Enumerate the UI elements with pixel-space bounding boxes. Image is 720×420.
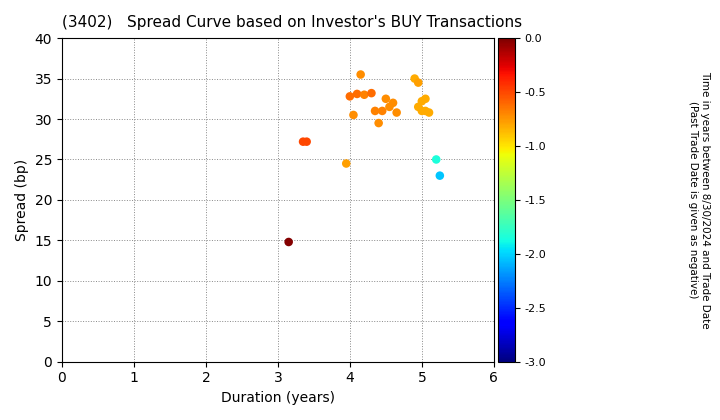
Point bbox=[348, 112, 359, 118]
Point bbox=[351, 91, 363, 97]
Point bbox=[366, 90, 377, 97]
Point bbox=[413, 103, 424, 110]
Point bbox=[341, 160, 352, 167]
Point bbox=[359, 92, 370, 98]
X-axis label: Duration (years): Duration (years) bbox=[221, 391, 335, 405]
Point bbox=[377, 108, 388, 114]
Y-axis label: Time in years between 8/30/2024 and Trade Date
(Past Trade Date is given as nega: Time in years between 8/30/2024 and Trad… bbox=[688, 71, 710, 329]
Point bbox=[416, 98, 428, 105]
Point bbox=[297, 138, 309, 145]
Point bbox=[369, 108, 381, 114]
Point bbox=[344, 93, 356, 100]
Point bbox=[380, 95, 392, 102]
Point bbox=[416, 108, 428, 114]
Point bbox=[283, 239, 294, 245]
Y-axis label: Spread (bp): Spread (bp) bbox=[15, 159, 29, 241]
Point bbox=[409, 75, 420, 82]
Point bbox=[423, 109, 435, 116]
Point bbox=[355, 71, 366, 78]
Text: (3402)   Spread Curve based on Investor's BUY Transactions: (3402) Spread Curve based on Investor's … bbox=[62, 15, 522, 30]
Point bbox=[391, 109, 402, 116]
Point bbox=[420, 95, 431, 102]
Point bbox=[420, 108, 431, 114]
Point bbox=[434, 172, 446, 179]
Point bbox=[301, 138, 312, 145]
Point bbox=[431, 156, 442, 163]
Point bbox=[384, 103, 395, 110]
Point bbox=[413, 79, 424, 86]
Point bbox=[373, 120, 384, 126]
Point bbox=[387, 100, 399, 106]
